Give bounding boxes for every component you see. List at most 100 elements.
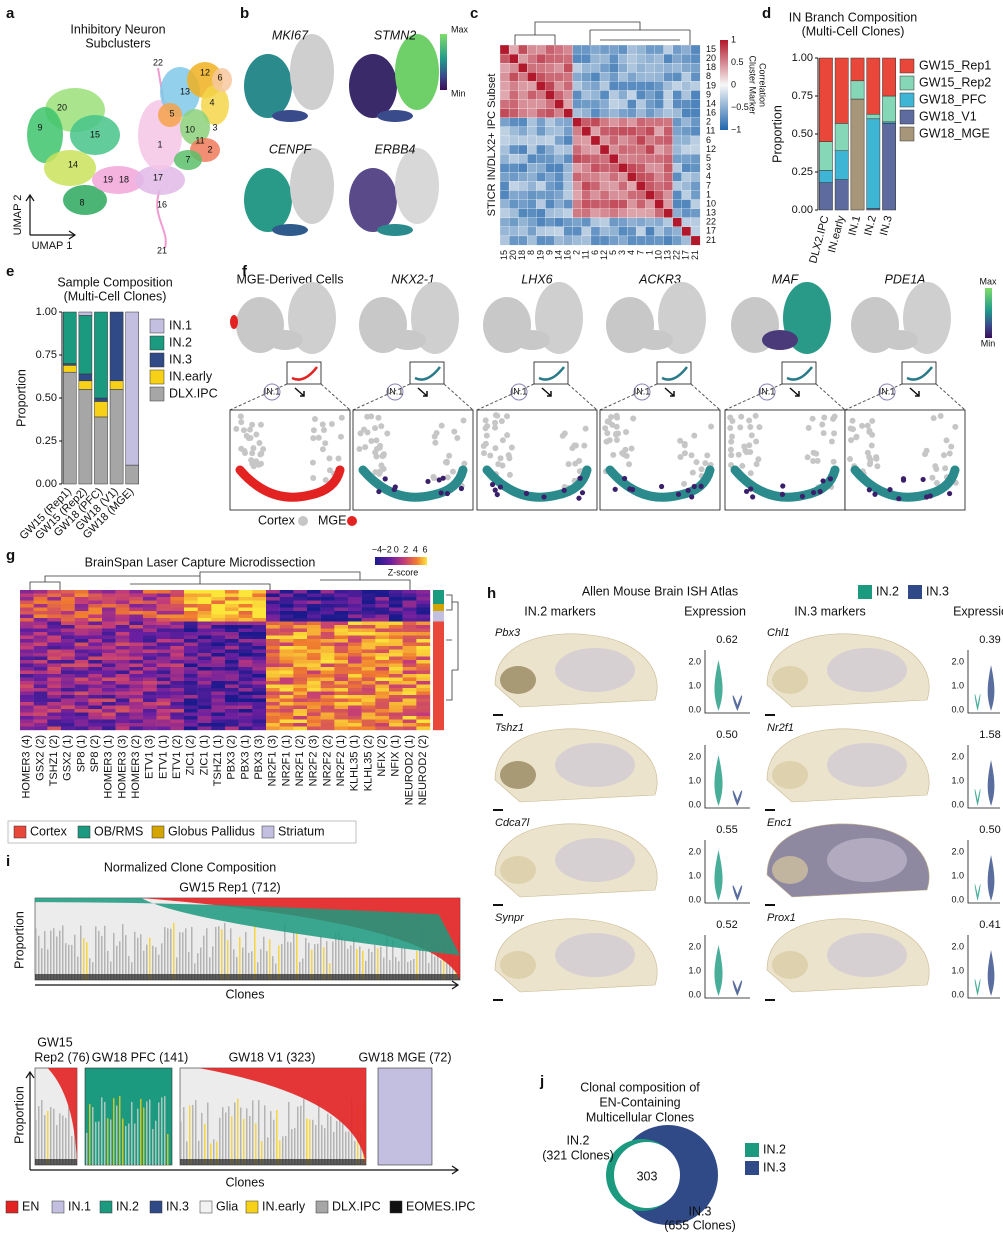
annotation-cell	[433, 632, 444, 636]
brain-region	[555, 838, 635, 882]
heatmap-cell	[184, 643, 198, 647]
violin-tick: 0.0	[688, 989, 701, 999]
heatmap-cell	[266, 653, 280, 657]
heatmap-cell	[691, 109, 700, 118]
column-label: HOMER3 (4)	[21, 735, 33, 799]
heatmap-cell	[211, 594, 225, 598]
heatmap-cell	[655, 154, 664, 163]
heatmap-cell	[129, 643, 143, 647]
clone-bar	[225, 1112, 227, 1165]
cell-dot	[320, 446, 326, 452]
heatmap-cell	[170, 713, 184, 717]
heatmap-cell	[280, 709, 294, 713]
heatmap-cell	[655, 200, 664, 209]
violin-tick: 0.0	[951, 989, 964, 999]
column-label: SP8 (2)	[89, 735, 101, 772]
heatmap-cell	[362, 723, 376, 727]
heatmap-cell	[225, 702, 239, 706]
panel-title: EN-Containing	[599, 1095, 680, 1109]
cell-dot	[699, 466, 705, 472]
heatmap-cell	[334, 601, 348, 605]
cell-dot	[821, 415, 827, 421]
cell-dot	[459, 486, 464, 491]
clone-bar	[122, 924, 124, 980]
heatmap-cell	[500, 181, 509, 190]
heatmap-cell	[143, 716, 157, 720]
heatmap-cell	[375, 671, 389, 675]
heatmap-cell	[348, 727, 362, 731]
heatmap-cell	[34, 706, 48, 710]
heatmap-cell	[600, 209, 609, 218]
heatmap-cell	[280, 622, 294, 626]
heatmap-cell	[591, 72, 600, 81]
heatmap-cell	[280, 657, 294, 661]
heatmap-cell	[184, 597, 198, 601]
cell-dot	[372, 449, 378, 455]
heatmap-cell	[293, 601, 307, 605]
heatmap-cell	[636, 81, 645, 90]
heatmap-cell	[564, 72, 573, 81]
heatmap-cell	[389, 618, 403, 622]
heatmap-cell	[239, 699, 253, 703]
heatmap-cell	[88, 650, 102, 654]
heatmap-cell	[266, 590, 280, 594]
heatmap-cell	[618, 100, 627, 109]
heatmap-cell	[143, 597, 157, 601]
heatmap-cell	[280, 643, 294, 647]
heatmap-cell	[88, 636, 102, 640]
column-label: NR2F1 (2)	[294, 735, 306, 786]
violin-axis	[705, 745, 750, 808]
heatmap-cell	[20, 678, 34, 682]
heatmap-cell	[20, 594, 34, 598]
heatmap-cell	[102, 625, 116, 629]
heatmap-cell	[307, 695, 321, 699]
heatmap-cell	[348, 720, 362, 724]
cell-dot	[677, 438, 683, 444]
heatmap-cell	[184, 618, 198, 622]
heatmap-cell	[293, 695, 307, 699]
heatmap-cell	[184, 611, 198, 615]
heatmap-cell	[266, 674, 280, 678]
cell-dot	[941, 452, 947, 458]
heatmap-cell	[239, 611, 253, 615]
cell-dot	[498, 484, 503, 489]
heatmap-cell	[362, 643, 376, 647]
heatmap-cell	[527, 118, 536, 127]
clone-bar	[245, 932, 247, 980]
violin-axis	[968, 745, 1000, 808]
heatmap-cell	[334, 653, 348, 657]
heatmap-cell	[673, 136, 682, 145]
heatmap-cell	[184, 678, 198, 682]
heatmap-cell	[239, 692, 253, 696]
heatmap-cell	[416, 597, 430, 601]
heatmap-cell	[211, 646, 225, 650]
legend-swatch	[150, 370, 164, 384]
heatmap-cell	[116, 692, 130, 696]
inset-curve	[539, 367, 564, 380]
heatmap-cell	[211, 650, 225, 654]
heatmap-cell	[645, 190, 654, 199]
heatmap-cell	[573, 209, 582, 218]
heatmap-cell	[88, 629, 102, 633]
clone-bar	[137, 1109, 139, 1165]
heatmap-cell	[266, 685, 280, 689]
heatmap-cell	[47, 671, 61, 675]
zoom-lines	[353, 384, 473, 410]
heatmap-cell	[389, 685, 403, 689]
legend-swatch	[100, 1201, 112, 1213]
heatmap-cell	[375, 681, 389, 685]
colorbar-label: Max	[979, 276, 997, 286]
heatmap-cell	[157, 702, 171, 706]
heatmap-cell	[34, 678, 48, 682]
clone-bar	[170, 929, 172, 980]
heatmap-cell	[225, 713, 239, 717]
heatmap-cell	[334, 594, 348, 598]
heatmap-cell	[573, 81, 582, 90]
heatmap-cell	[673, 190, 682, 199]
brain-region	[500, 666, 536, 694]
heatmap-cell	[673, 118, 682, 127]
heatmap-cell	[375, 727, 389, 731]
legend-label: IN.2	[169, 335, 192, 349]
cell-dot	[624, 453, 630, 459]
heatmap-cell	[116, 601, 130, 605]
